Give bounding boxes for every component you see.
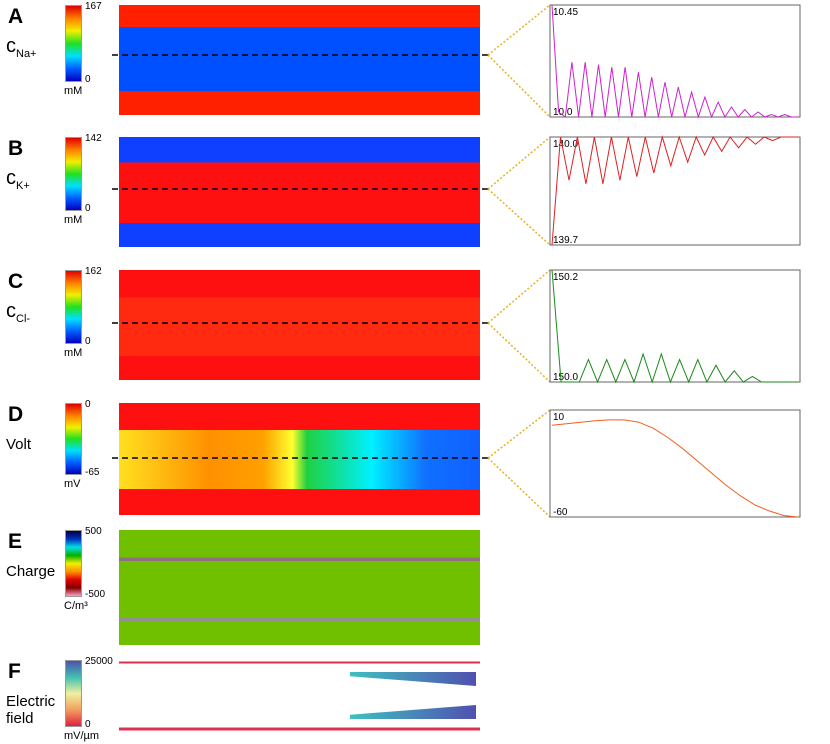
y-tick-label: 139.7 (553, 235, 578, 246)
colorbar-tick: -500 (85, 589, 106, 600)
y-tick-label: 10.0 (553, 107, 573, 118)
connector (487, 54, 551, 118)
panel-label: Charge (6, 563, 56, 580)
colorbar-unit: mV/µm (64, 730, 100, 742)
plot-frame (549, 269, 801, 383)
colorbar-unit: mV (64, 478, 81, 490)
y-tick-label: 150.2 (553, 272, 578, 283)
panel-letter: E (8, 530, 23, 553)
connector (487, 188, 551, 246)
colorbar-tick: 25000 (85, 656, 113, 667)
colorbar-unit: mM (64, 214, 83, 226)
heatmap (119, 270, 480, 380)
y-tick-label: 140.0 (553, 139, 578, 150)
connector (487, 322, 551, 383)
panel-label: Volt (6, 436, 32, 453)
trace (551, 269, 798, 384)
colorbar-tick: 0 (85, 203, 91, 214)
panel-letter: A (8, 5, 24, 28)
y-tick-label: -60 (553, 507, 568, 518)
colorbar (65, 270, 82, 344)
y-tick-label: 10.45 (553, 7, 578, 18)
plot-frame (549, 409, 801, 518)
label-subscript: Na+ (16, 48, 37, 60)
colorbar (65, 660, 82, 727)
panel-label: cCl- (6, 300, 31, 325)
y-tick-label: 10 (553, 412, 565, 423)
colorbar-unit: C/m³ (64, 600, 88, 612)
heatmap (119, 530, 480, 645)
connector (487, 4, 551, 56)
colorbar-unit: mM (64, 85, 83, 97)
colorbar-tick: -65 (85, 467, 100, 478)
label-subscript: Cl- (16, 313, 31, 325)
colorbar (65, 403, 82, 475)
colorbar-tick: 0 (85, 74, 91, 85)
colorbar-tick: 0 (85, 336, 91, 347)
colorbar-unit: mM (64, 347, 83, 359)
panel-letter: C (8, 270, 24, 293)
label-subscript: K+ (16, 180, 30, 192)
plot-frame (549, 136, 801, 246)
panel-label: Electric field (6, 693, 56, 727)
heatmap (119, 137, 480, 247)
trace (551, 135, 798, 246)
heatmap (119, 5, 480, 115)
colorbar-tick: 167 (85, 1, 102, 12)
connector (487, 457, 551, 518)
colorbar-tick: 0 (85, 399, 91, 410)
colorbar-tick: 142 (85, 133, 102, 144)
trace (551, 419, 799, 518)
panel-label: cNa+ (6, 35, 37, 60)
colorbar-tick: 0 (85, 719, 91, 730)
panel-letter: F (8, 660, 21, 683)
colorbar (65, 5, 82, 82)
panel-label: cK+ (6, 167, 30, 192)
trace (551, 4, 798, 119)
connector (487, 409, 551, 459)
connector (487, 136, 551, 190)
colorbar (65, 137, 82, 211)
colorbar-tick: 162 (85, 266, 102, 277)
plot-frame (549, 4, 801, 118)
panel-letter: D (8, 403, 24, 426)
colorbar (65, 530, 82, 597)
y-tick-label: 150.0 (553, 372, 578, 383)
colorbar-tick: 500 (85, 526, 102, 537)
panel-letter: B (8, 137, 24, 160)
heatmap (119, 403, 480, 515)
connector (487, 269, 551, 324)
